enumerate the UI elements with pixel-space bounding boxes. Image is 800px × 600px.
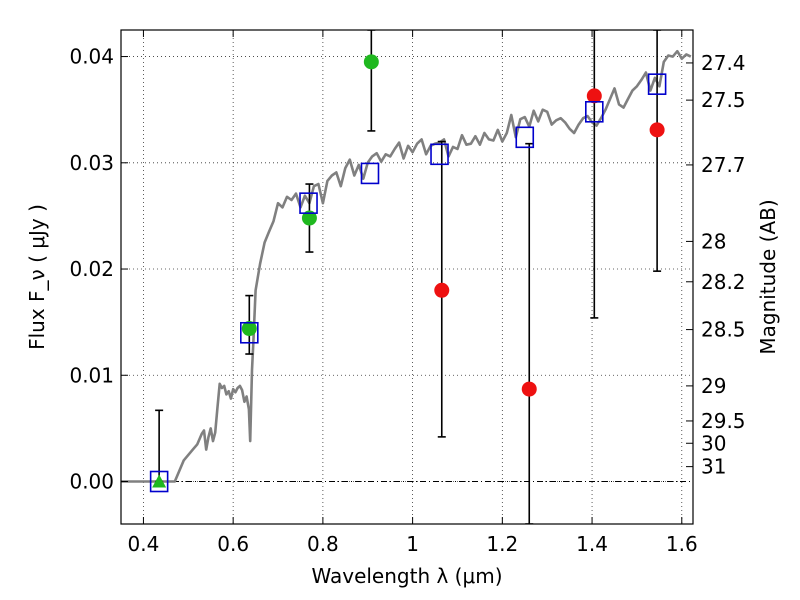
mag-tick-label: 28 <box>701 229 726 253</box>
red-circle-marker <box>521 381 537 397</box>
x-tick-label: 0.8 <box>307 532 339 556</box>
model-square-marker <box>240 321 259 344</box>
mag-tick-label: 28.2 <box>701 270 746 294</box>
x-tick-label: 1 <box>406 532 419 556</box>
model-square-marker <box>149 470 169 493</box>
y-tick-label: 0.01 <box>69 363 114 387</box>
model-square-marker <box>430 143 449 166</box>
plot-area <box>121 30 692 524</box>
y-tick-label: 0.03 <box>69 151 114 175</box>
model-square-marker <box>647 73 667 95</box>
plot-frame <box>120 29 694 525</box>
mag-tick-label: 30 <box>701 431 726 455</box>
red-point-errorbar <box>525 142 534 524</box>
x-tick-label: 0.4 <box>128 532 160 556</box>
red-circle-marker <box>434 282 450 298</box>
red-circle-marker <box>586 88 602 104</box>
red-point-errorbar <box>590 30 599 319</box>
green-point-errorbar <box>367 30 376 132</box>
green-circle-marker <box>301 210 317 226</box>
green-triangle-marker <box>152 474 167 488</box>
axis-ticks: 0.4 0.6 0.8 1 1.2 1.4 1.6 0.00 0.01 0.02 0.03 0.04 2… <box>69 30 746 556</box>
axis-labels: Wavelength λ (μm) Flux F_ν ( μJy ) Magnitu… <box>25 199 780 588</box>
red-circle-marker <box>649 122 665 138</box>
red-point-errorbar <box>653 30 662 272</box>
x-tick-label: 0.6 <box>217 532 249 556</box>
model-square-marker <box>585 101 604 123</box>
green-circle-marker <box>363 54 379 70</box>
mag-tick-label: 31 <box>701 455 726 479</box>
mag-tick-label: 29.5 <box>701 409 746 433</box>
x-tick-label: 1.4 <box>576 532 608 556</box>
mag-tick-label: 29 <box>701 374 726 398</box>
y-axis-label-right: Magnitude (AB) <box>756 199 780 354</box>
mag-tick-label: 28.5 <box>701 318 746 342</box>
y-tick-label: 0.02 <box>69 257 114 281</box>
model-square-marker <box>515 126 535 149</box>
y-tick-label: 0.04 <box>69 45 114 69</box>
green-circle-marker <box>241 321 257 337</box>
mag-tick-label: 27.7 <box>701 153 746 177</box>
x-tick-label: 1.6 <box>666 532 698 556</box>
model-square-marker <box>299 192 318 214</box>
x-axis-label: Wavelength λ (μm) <box>311 564 502 588</box>
y-axis-label: Flux F_ν ( μJy ) <box>25 204 49 350</box>
mag-tick-label: 27.4 <box>701 51 746 75</box>
model-square-marker <box>360 162 380 185</box>
x-tick-label: 1.2 <box>486 532 518 556</box>
y-tick-label: 0.00 <box>69 470 114 494</box>
grid-lines <box>121 30 693 524</box>
mag-tick-label: 27.5 <box>701 88 746 112</box>
